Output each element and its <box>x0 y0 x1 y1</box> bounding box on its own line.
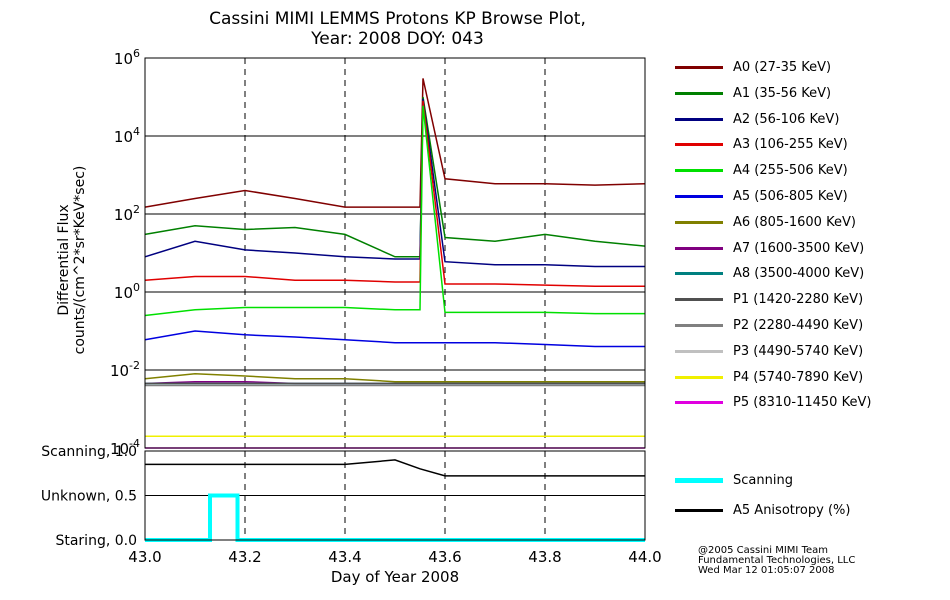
legend-label: A6 (805-1600 KeV) <box>733 214 856 230</box>
legend-label: Scanning <box>733 473 793 488</box>
chart-series-lines <box>144 78 646 542</box>
y-axis-label-line-1: Differential Flux <box>56 204 72 315</box>
y-tick-label: 104 <box>114 125 140 146</box>
legend-label: A4 (255-506 KeV) <box>733 163 848 179</box>
status-tick-label: Staring, 0.0 <box>55 533 137 549</box>
legend-swatch <box>675 143 723 147</box>
legend-swatch <box>675 349 723 353</box>
legend-swatch <box>675 117 723 121</box>
status-legend-entry: A5 Anisotropy (%) <box>675 503 850 519</box>
legend-entry: P1 (1420-2280 KeV) <box>675 292 863 308</box>
x-tick-label: 44.0 <box>628 548 661 566</box>
legend-label: A5 Anisotropy (%) <box>733 503 851 518</box>
legend-entry: A3 (106-255 KeV) <box>675 137 848 153</box>
legend-entry: A0 (27-35 KeV) <box>675 60 831 76</box>
legend-label: A1 (35-56 KeV) <box>733 85 832 101</box>
legend-entry: A4 (255-506 KeV) <box>675 163 848 179</box>
chart-axes: 10-4 10-2 100 102 104 106 Differential Flux cou… <box>41 47 662 586</box>
flux-panel-frame <box>144 57 646 449</box>
legend-label: A7 (1600-3500 KeV) <box>733 240 865 256</box>
y-tick-label: 106 <box>114 47 140 68</box>
legend-swatch <box>675 246 723 250</box>
chart-title-line-1: Cassini MIMI LEMMS Protons KP Browse Plo… <box>209 9 586 29</box>
legend-entry: A5 (506-805 KeV) <box>675 189 848 205</box>
series-line-a4 <box>144 105 645 317</box>
x-tick-label: 43.2 <box>228 548 261 566</box>
legend-label: A2 (56-106 KeV) <box>733 111 840 127</box>
credit-line-2: Fundamental Technologies, LLC <box>698 555 856 566</box>
x-tick-label: 43.8 <box>528 548 561 566</box>
legend-swatch <box>675 478 723 483</box>
legend-entry: A7 (1600-3500 KeV) <box>675 241 864 257</box>
legend-swatch <box>675 375 723 379</box>
y-tick-label: 10-4 <box>110 437 140 458</box>
y-tick-label: 100 <box>114 281 140 302</box>
chart-title-line-2: Year: 2008 DOY: 043 <box>311 29 484 49</box>
legend-swatch <box>675 195 723 198</box>
legend-entry: A1 (35-56 KeV) <box>675 86 831 102</box>
x-tick-label: 43.0 <box>128 548 161 566</box>
status-panel-frame <box>144 450 646 541</box>
series-line-a5 <box>144 330 645 348</box>
legend-swatch <box>675 169 723 173</box>
chart-gridlines <box>145 57 645 541</box>
status-tick-label: Scanning, 1.0 <box>41 444 137 460</box>
legend-entry: A6 (805-1600 KeV) <box>675 215 856 231</box>
legend-swatch <box>675 91 723 95</box>
legend-entry: P3 (4490-5740 KeV) <box>675 344 863 360</box>
status-legend-entry: Scanning <box>675 473 793 489</box>
legend-entry: A8 (3500-4000 KeV) <box>675 266 864 282</box>
legend-label: P3 (4490-5740 KeV) <box>733 343 864 359</box>
y-axis-label-line-2: counts/(cm^2*sr*KeV*sec) <box>72 166 88 355</box>
legend-label: A8 (3500-4000 KeV) <box>733 266 865 282</box>
series-line-a2 <box>144 98 645 268</box>
x-tick-label: 43.6 <box>428 548 461 566</box>
series-line-a0 <box>144 78 646 208</box>
y-tick-label: 102 <box>114 203 140 224</box>
legend-label: A0 (27-35 KeV) <box>733 60 832 75</box>
legend-swatch <box>675 401 723 405</box>
credit-line-3: Wed Mar 12 01:05:07 2008 <box>698 565 835 576</box>
series-line-a1 <box>144 96 646 258</box>
legend-label: A3 (106-255 KeV) <box>733 137 848 153</box>
legend-entry: A2 (56-106 KeV) <box>675 112 839 128</box>
series-line-a6 <box>144 373 645 383</box>
legend-swatch <box>675 509 723 512</box>
legend-entry: P4 (5740-7890 KeV) <box>675 370 863 386</box>
x-axis-label: Day of Year 2008 <box>331 568 459 586</box>
scanning-line <box>145 493 645 542</box>
status-tick-label: Unknown, 0.5 <box>41 489 137 505</box>
legend-label: P4 (5740-7890 KeV) <box>733 369 864 385</box>
legend-entry: P2 (2280-4490 KeV) <box>675 318 863 334</box>
y-tick-label: 10-2 <box>110 359 140 380</box>
legend-entry: P5 (8310-11450 KeV) <box>675 395 871 411</box>
legend-swatch <box>675 272 723 276</box>
legend-label: P5 (8310-11450 KeV) <box>733 395 872 411</box>
x-tick-label: 43.4 <box>328 548 361 566</box>
legend-label: A5 (506-805 KeV) <box>733 189 848 204</box>
legend-label: P2 (2280-4490 KeV) <box>733 318 864 333</box>
anisotropy-line <box>145 459 645 477</box>
legend-swatch <box>675 220 723 224</box>
credit-line-1: @2005 Cassini MIMI Team <box>698 545 828 556</box>
legend-swatch <box>675 298 723 302</box>
legend-swatch <box>675 66 723 69</box>
legend-swatch <box>675 324 723 327</box>
legend-label: P1 (1420-2280 KeV) <box>733 292 864 308</box>
